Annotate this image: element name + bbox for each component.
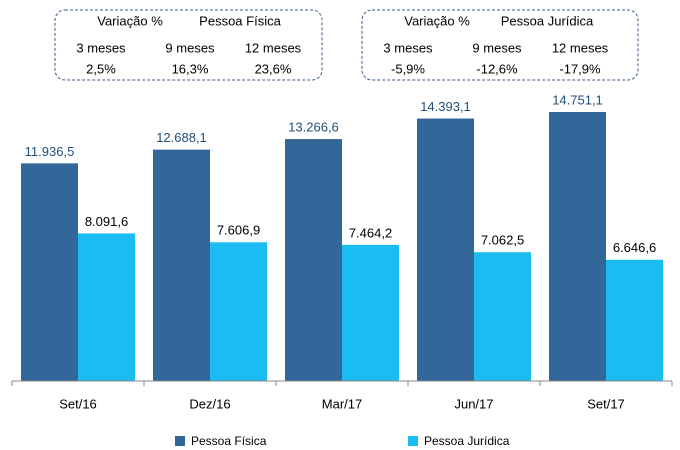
annotation-box xyxy=(361,9,639,81)
annotation-value: -17,9% xyxy=(559,61,601,76)
bar xyxy=(606,259,663,381)
annotation-column: 12 meses xyxy=(245,40,302,55)
value-label: 14.393,1 xyxy=(420,99,471,114)
value-label: 7.606,9 xyxy=(217,223,260,238)
value-label: 6.646,6 xyxy=(613,240,656,255)
annotation-column: 3 meses xyxy=(383,40,433,55)
bar xyxy=(474,252,531,381)
value-label: 13.266,6 xyxy=(288,120,339,135)
annotation-header: Pessoa Jurídica xyxy=(501,13,594,28)
annotation-column: 9 meses xyxy=(472,40,522,55)
x-tick-label: Set/16 xyxy=(59,396,97,411)
legend-swatch xyxy=(408,436,418,446)
annotation-value: 16,3% xyxy=(172,61,209,76)
annotation-box xyxy=(54,9,323,81)
value-label: 7.464,2 xyxy=(349,225,392,240)
x-tick-label: Set/17 xyxy=(587,396,625,411)
annotation-column: 12 meses xyxy=(552,40,609,55)
bar xyxy=(342,244,399,381)
annotation-column: 3 meses xyxy=(76,40,126,55)
annotation-header: Variação % xyxy=(97,13,163,28)
value-label: 11.936,5 xyxy=(25,144,75,159)
bar xyxy=(21,163,78,381)
legend-label: Pessoa Física xyxy=(191,434,267,448)
value-label: 12.688,1 xyxy=(156,130,207,145)
legend-label: Pessoa Jurídica xyxy=(424,434,510,448)
value-label: 14.751,1 xyxy=(552,92,603,107)
bar xyxy=(417,118,474,381)
bar xyxy=(285,139,342,381)
bar xyxy=(210,242,267,381)
x-tick-label: Mar/17 xyxy=(322,396,362,411)
value-label: 8.091,6 xyxy=(85,214,128,229)
bar xyxy=(153,149,210,381)
annotation-header: Pessoa Física xyxy=(199,13,281,28)
annotation-column: 9 meses xyxy=(165,40,215,55)
annotation-value: 23,6% xyxy=(255,61,292,76)
x-tick-label: Dez/16 xyxy=(189,396,230,411)
annotation-value: -12,6% xyxy=(476,61,518,76)
annotation-header: Variação % xyxy=(404,13,470,28)
x-tick-label: Jun/17 xyxy=(454,396,493,411)
bar xyxy=(78,233,135,381)
value-label: 7.062,5 xyxy=(481,233,524,248)
annotation-value: 2,5% xyxy=(86,61,116,76)
annotation-value: -5,9% xyxy=(391,61,425,76)
bar xyxy=(549,112,606,381)
legend-swatch xyxy=(175,436,185,446)
